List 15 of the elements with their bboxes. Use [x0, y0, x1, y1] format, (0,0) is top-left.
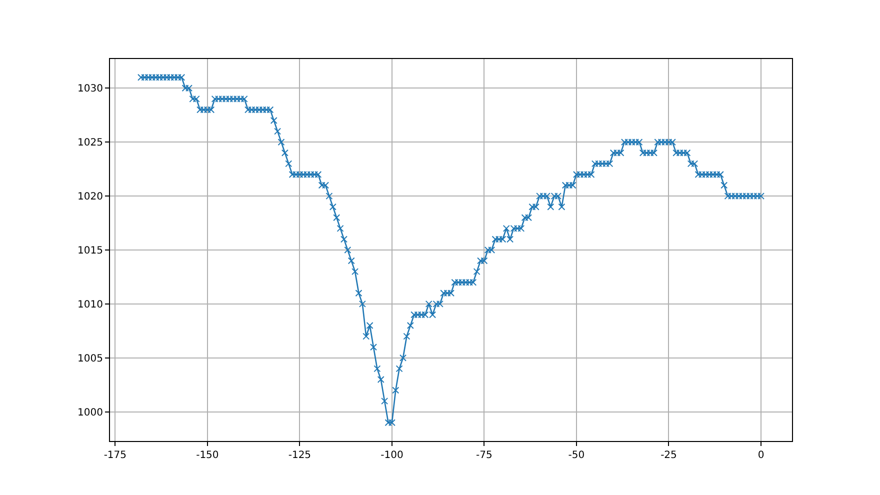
- x-tick-label: -150: [196, 450, 219, 461]
- x-tick-label: -50: [568, 450, 585, 461]
- y-tick-label: 1025: [78, 138, 103, 149]
- x-tick-label: 0: [758, 450, 764, 461]
- x-tick-label: -125: [288, 450, 312, 461]
- x-tick-label: -25: [660, 450, 677, 461]
- x-tick-label: -100: [380, 450, 404, 461]
- x-tick-label: -175: [104, 450, 127, 461]
- y-tick-label: 1015: [78, 246, 103, 256]
- y-tick-label: 1030: [78, 84, 103, 95]
- y-tick-label: 1000: [78, 407, 103, 418]
- x-tick-label: -75: [476, 450, 492, 461]
- y-tick-label: 1010: [78, 299, 103, 310]
- y-tick-label: 1020: [78, 192, 103, 203]
- y-tick-label: 1005: [78, 353, 103, 364]
